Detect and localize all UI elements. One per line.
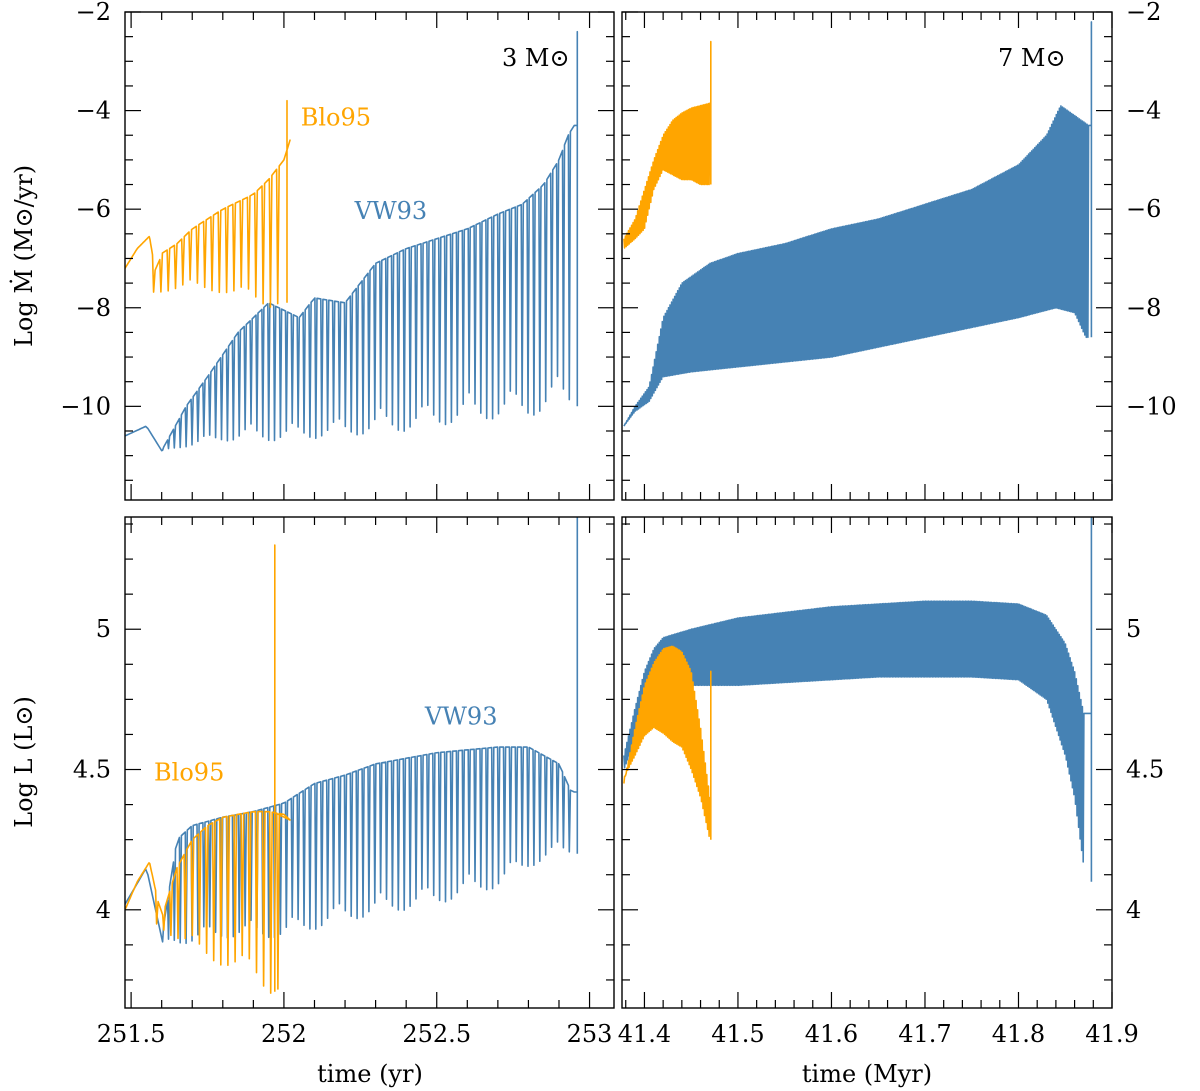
x-tick-label: 251.5 xyxy=(97,1020,166,1048)
series-blo95 xyxy=(125,99,291,308)
x-tick-label: 41.9 xyxy=(1085,1020,1138,1048)
plot-area xyxy=(125,30,579,452)
x-tick-label: 252 xyxy=(261,1020,307,1048)
y-tick-label: −10 xyxy=(60,392,111,420)
y-tick-label: −4 xyxy=(1126,97,1161,125)
series-label-blo95-top: Blo95 xyxy=(301,103,371,131)
x-tick-label: 41.4 xyxy=(618,1020,671,1048)
x-tick-label: 41.6 xyxy=(805,1020,858,1048)
y-tick-label: −6 xyxy=(76,195,111,223)
y-tick-label: −8 xyxy=(1126,294,1161,322)
y-tick-label: −10 xyxy=(1126,392,1177,420)
xlabel-right: time (Myr) xyxy=(802,1060,932,1088)
axes-frame xyxy=(621,11,1113,501)
y-tick-label: −8 xyxy=(76,294,111,322)
x-tick-label: 41.8 xyxy=(992,1020,1045,1048)
panel-bottom-left: 251.5 252 252.5 253 4 4.5 5 xyxy=(73,516,615,1048)
plot-area xyxy=(125,517,579,994)
y-tick-label: 4 xyxy=(96,896,111,924)
series-label-blo95-bottom: Blo95 xyxy=(154,759,224,787)
y-tick-label: −2 xyxy=(1126,0,1161,26)
series-vw93 xyxy=(125,517,579,945)
panel-top-left: −10 −8 −6 −4 −2 xyxy=(60,0,615,501)
x-tick-label: 41.5 xyxy=(711,1020,764,1048)
y-tick-label: −6 xyxy=(1126,195,1161,223)
y-tick-label: 4 xyxy=(1126,896,1141,924)
series-vw93 xyxy=(125,30,579,452)
series-label-vw93-bottom: VW93 xyxy=(424,703,498,731)
ylabel-top: Log Ṁ (M⊙/yr) xyxy=(9,165,38,347)
y-tick-label: 4.5 xyxy=(1126,756,1164,784)
plot-area xyxy=(623,517,1093,882)
series-vw93 xyxy=(623,21,1093,427)
series-label-vw93-top: VW93 xyxy=(354,197,428,225)
y-tick-label: 5 xyxy=(1126,615,1141,643)
ylabel-bottom: Log L (L⊙) xyxy=(10,696,38,828)
x-tick-label: 252.5 xyxy=(402,1020,471,1048)
series-blo95 xyxy=(623,645,712,840)
axes-frame xyxy=(124,516,615,1009)
xlabel-left: time (yr) xyxy=(317,1060,423,1088)
y-tick-label: −2 xyxy=(76,0,111,26)
x-tick-label: 253 xyxy=(567,1020,613,1048)
panel-top-right: −10 −8 −6 −4 −2 xyxy=(621,0,1177,501)
plot-area xyxy=(623,21,1093,427)
mass-annotation-3msun: 3 M⊙ xyxy=(502,44,570,72)
series-vw93 xyxy=(623,517,1093,882)
axes-frame xyxy=(124,11,615,501)
axes-frame xyxy=(621,516,1113,1009)
y-tick-label: 4.5 xyxy=(73,756,111,784)
series-blo95 xyxy=(623,40,712,249)
x-tick-label: 41.7 xyxy=(898,1020,951,1048)
panel-bottom-right: 41.4 41.5 41.6 41.7 41.8 41.9 4 4.5 5 xyxy=(618,516,1164,1048)
series-blo95 xyxy=(125,544,291,994)
mass-annotation-7msun: 7 M⊙ xyxy=(998,44,1066,72)
y-tick-label: −4 xyxy=(76,97,111,125)
y-tick-label: 5 xyxy=(96,615,111,643)
